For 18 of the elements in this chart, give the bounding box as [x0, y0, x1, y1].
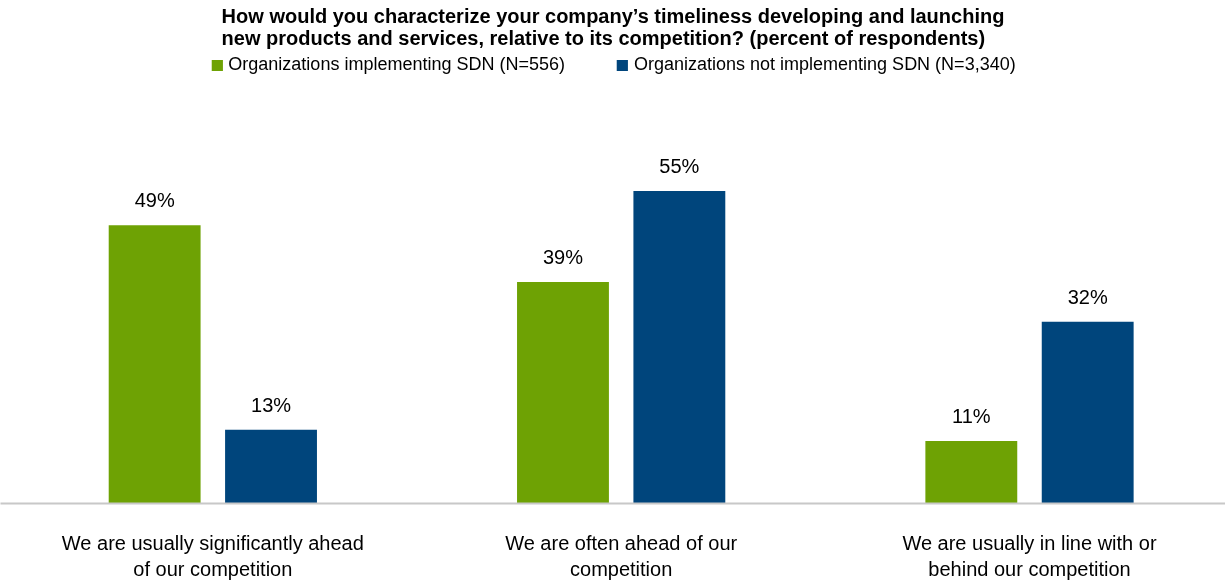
data-label: 55% [659, 155, 700, 178]
x-tick-label: We are often ahead of our competition [505, 531, 738, 580]
data-label: 39% [542, 245, 584, 268]
x-tick-label: We are usually in line with or behind our competition [902, 531, 1157, 580]
data-label: 49% [134, 189, 175, 212]
data-label: 32% [1067, 285, 1108, 308]
x-tick-label: We are usually significantly ahead of our competition [61, 531, 364, 580]
bar [925, 441, 1018, 504]
data-label: 11% [952, 405, 991, 428]
bar [1041, 321, 1134, 504]
bar [517, 281, 609, 504]
legend-label: Organizations not implementing SDN (N=3,340) [633, 54, 1016, 75]
bar [633, 191, 726, 504]
legend-label: Organizations implementing SDN (N=556) [228, 54, 565, 75]
bar [108, 225, 201, 504]
data-label: 13% [251, 393, 292, 416]
bar [225, 429, 317, 504]
chart-title: How would you characterize your company’s timeliness developing and launching new products and services, relative to its competition? (percent of respondents) [221, 4, 1005, 49]
